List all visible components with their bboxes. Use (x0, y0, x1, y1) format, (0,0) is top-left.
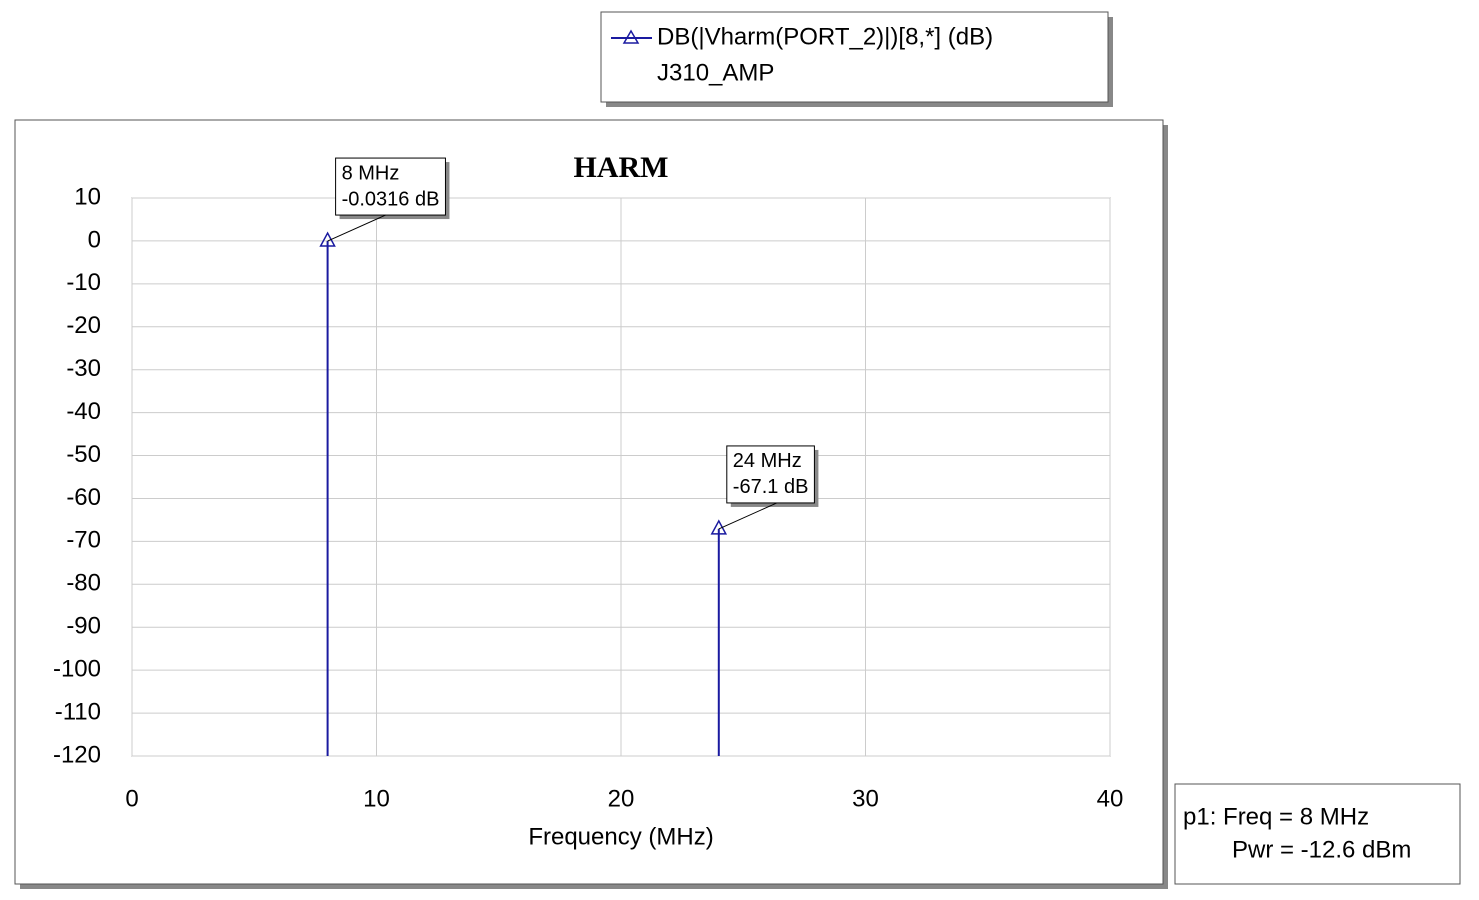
y-tick-label: -110 (55, 698, 101, 725)
x-tick-label: 10 (363, 785, 390, 812)
readout-box (1174, 783, 1461, 885)
y-tick-label: -40 (66, 398, 101, 425)
legend-label: DB(|Vharm(PORT_2)|)[8,*] (dB) (657, 23, 993, 50)
grid (131, 197, 1111, 757)
readout-line: Pwr = -12.6 dBm (1232, 836, 1411, 863)
legend-marker (622, 29, 640, 44)
readout-line: p1: Freq = 8 MHz (1183, 803, 1369, 830)
annotation-x: 24 MHz (733, 450, 802, 472)
y-tick-label: 0 (88, 226, 101, 253)
y-tick-label: -100 (53, 655, 101, 682)
y-tick-label: -50 (66, 441, 101, 468)
leader-line (327, 214, 386, 242)
marks: 8 MHz -0.0316 dB 24 MHz -67.1 dB (319, 157, 819, 756)
y-tick-label: 10 (74, 183, 101, 210)
y-tick-label: -120 (53, 741, 101, 768)
annotation: 24 MHz -67.1 dB (718, 445, 819, 530)
annotation-box (335, 157, 446, 216)
annotation-box (726, 445, 815, 504)
y-tick-label: -70 (66, 527, 101, 554)
y-tick-label: -60 (66, 484, 101, 511)
leader-line (718, 502, 778, 530)
x-axis-label: Frequency (MHz) (528, 823, 713, 850)
annotation-value: -67.1 dB (733, 476, 809, 498)
annotation-x: 8 MHz (342, 162, 400, 184)
y-tick-label: -10 (66, 269, 101, 296)
x-tick-label: 40 (1097, 785, 1124, 812)
annotation-value: -0.0316 dB (342, 188, 440, 210)
y-tick-label: -20 (66, 312, 101, 339)
x-tick-label: 30 (852, 785, 879, 812)
x-tick-label: 0 (125, 785, 138, 812)
y-tick-label: -30 (66, 355, 101, 382)
y-tick-label: -90 (66, 613, 101, 640)
legend-subtitle: J310_AMP (657, 59, 774, 86)
x-tick-label: 20 (608, 785, 635, 812)
y-tick-label: -80 (66, 570, 101, 597)
legend-box (600, 11, 1109, 103)
annotation: 8 MHz -0.0316 dB (327, 157, 450, 242)
chart-title: HARM (574, 151, 669, 184)
